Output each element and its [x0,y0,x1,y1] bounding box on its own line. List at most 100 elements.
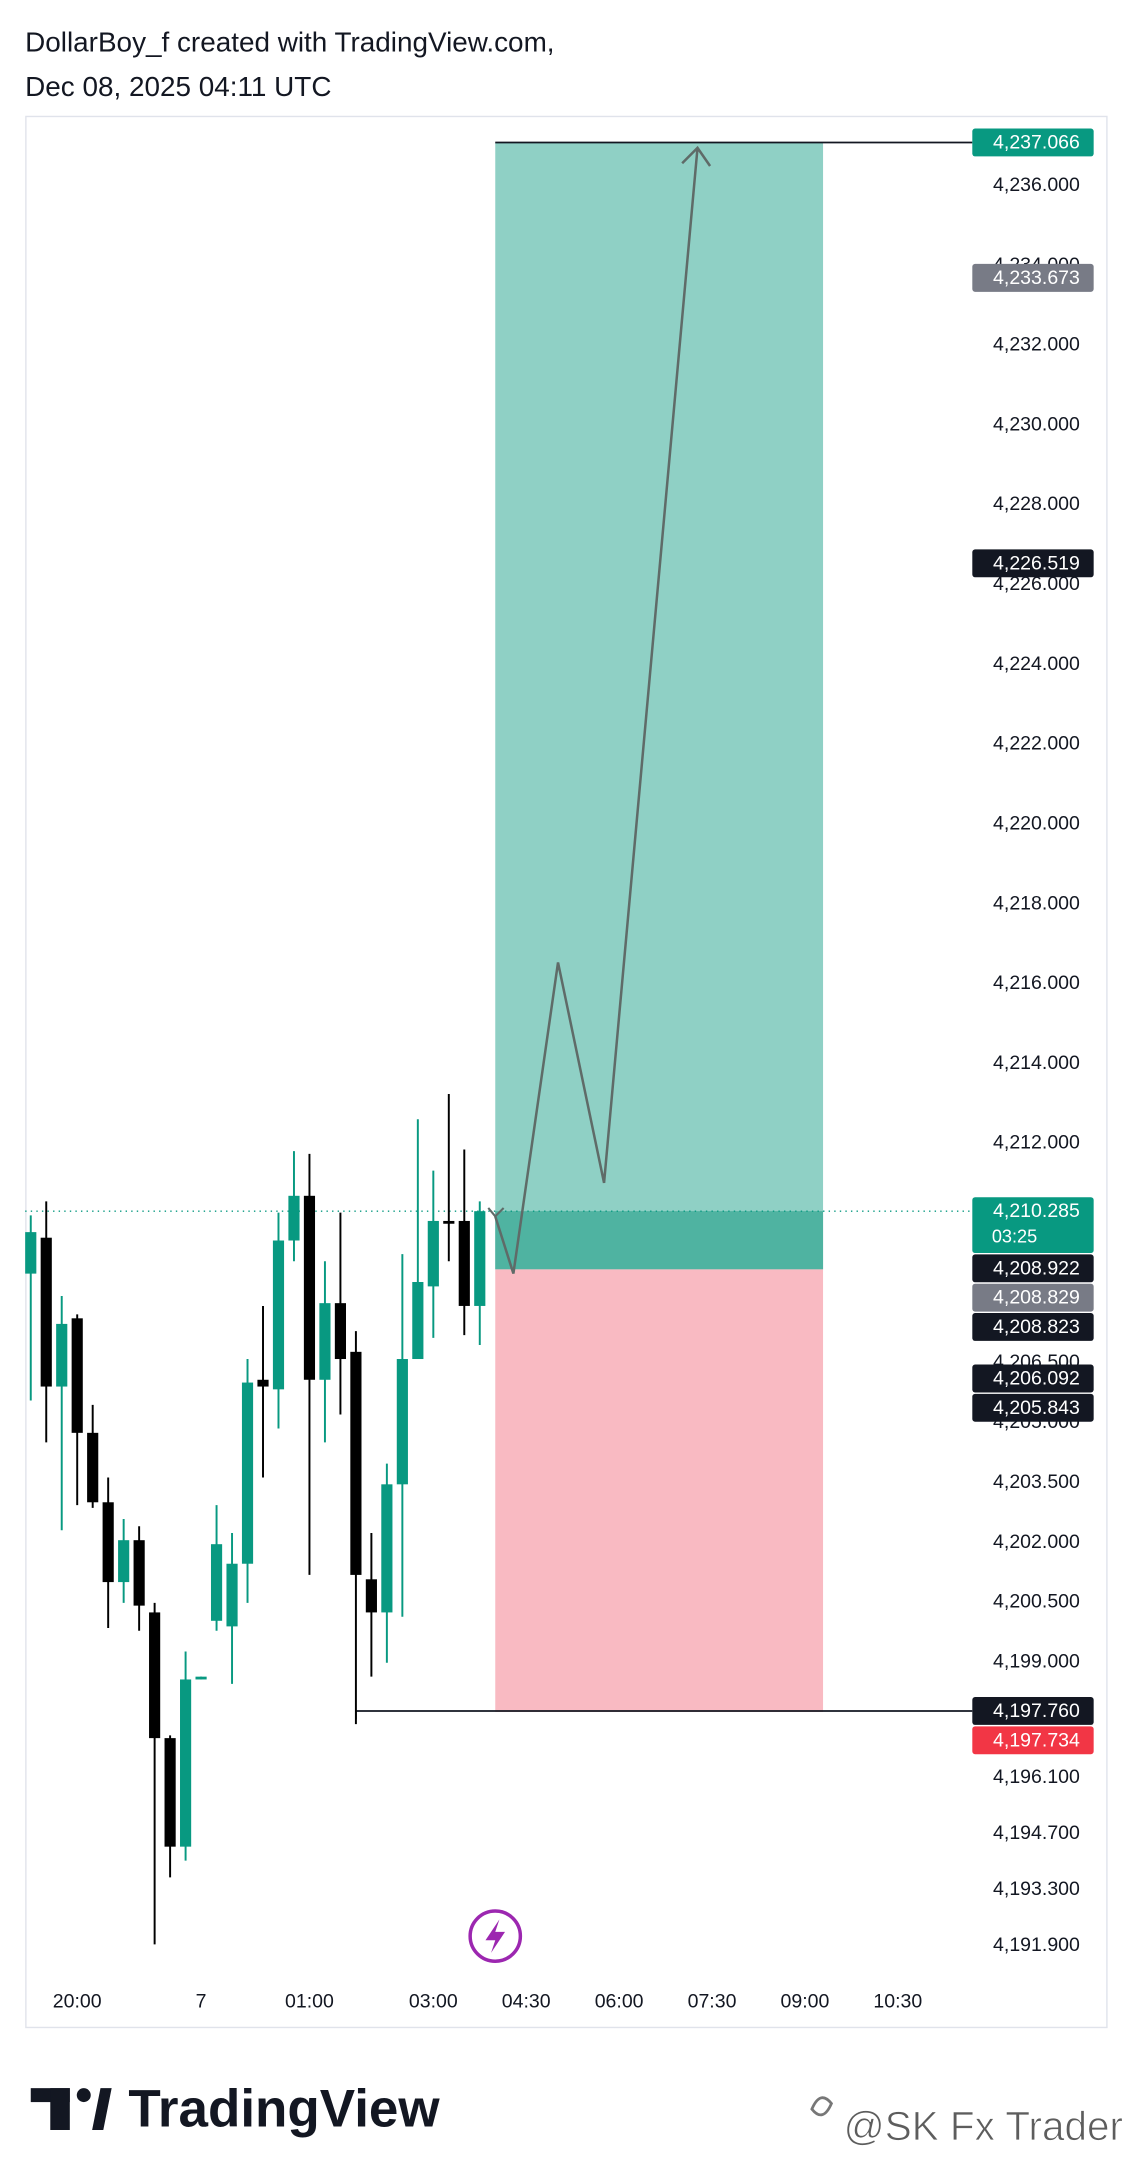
price-label: 4,197.760 [993,1700,1080,1722]
y-tick-label: 4,203.500 [993,1471,1080,1493]
candle-body [164,1738,176,1847]
price-label: 4,233.673 [993,267,1080,289]
y-tick-label: 4,236.000 [993,174,1080,196]
candle-body [87,1432,99,1503]
chart-frame [25,115,1108,2029]
candle-body [334,1303,347,1360]
price-label-box [972,1312,1094,1341]
y-tick-label: 4,226.000 [993,573,1080,595]
y-tick-label: 4,230.000 [993,413,1080,435]
y-tick-label: 4,194.700 [993,1822,1080,1844]
price-label: 4,208.823 [993,1316,1080,1338]
price-label: 4,208.829 [993,1287,1080,1309]
x-tick-label: 01:00 [285,1991,334,2013]
candle-body [443,1220,455,1224]
brand-logo [30,2088,112,2130]
price-label-box [972,1254,1094,1283]
price-label: 4,206.092 [993,1367,1080,1389]
price-label: 4,208.922 [993,1257,1080,1279]
candle-body [272,1240,285,1390]
price-label-box [972,1697,1094,1725]
candle-body [118,1540,130,1583]
loss-zone [495,1269,824,1713]
y-tick-label: 4,212.000 [993,1132,1080,1154]
candle-body [102,1502,114,1583]
y-tick-label: 4,202.000 [993,1531,1080,1553]
candle-body [288,1195,300,1241]
brand-name: TradingView [128,2080,440,2139]
price-label-box [972,1393,1094,1422]
header-author: DollarBoy_f created with TradingView.com… [25,26,554,57]
candle-body [40,1237,52,1387]
y-tick-label: 4,191.900 [993,1934,1080,1956]
x-tick-label: 07:30 [688,1991,737,2013]
watermark-glyph [810,2096,834,2117]
profit-zone [495,142,824,1270]
projection-path [494,147,699,1274]
price-label-box [972,1197,1094,1254]
candle-body [149,1612,161,1739]
y-tick-label: 4,224.000 [993,653,1080,675]
entry-arrowhead [487,1207,505,1218]
x-tick-label: 04:30 [502,1991,551,2013]
candle-body [458,1220,470,1306]
candle-body [226,1563,238,1627]
candle-body [319,1303,331,1380]
y-tick-label: 4,216.000 [993,972,1080,994]
price-label: 4,205.843 [993,1397,1080,1419]
alert-bolt[interactable] [485,1919,506,1953]
price-label-box [972,549,1094,578]
price-label: 4,210.285 [993,1200,1080,1222]
watermark: @SK Fx Trader [844,2103,1123,2149]
candle-body [241,1382,254,1564]
price-label: 4,226.519 [993,552,1080,574]
header-date: Dec 08, 2025 04:11 UTC [25,71,331,102]
x-tick-label: 09:00 [780,1991,829,2013]
bar-countdown: 03:25 [992,1226,1037,1246]
y-tick-label: 4,214.000 [993,1052,1080,1074]
logo-slash [92,2088,112,2130]
candle-body [427,1220,439,1287]
y-tick-label: 4,196.100 [993,1766,1080,1788]
candle-body [133,1540,145,1606]
candle-body [365,1579,377,1613]
logo-dot [76,2088,91,2103]
price-label-box [972,1726,1094,1755]
y-tick-label: 4,218.000 [993,892,1080,914]
candle-body [180,1679,192,1847]
candle-body [381,1484,393,1613]
y-tick-label: 4,232.000 [993,334,1080,356]
price-label-box [972,263,1094,292]
candle-body [350,1351,362,1575]
x-tick-label: 20:00 [53,1991,102,2013]
x-tick-label: 7 [196,1991,207,2013]
y-tick-label: 4,193.300 [993,1878,1080,1900]
candle-body [303,1195,316,1380]
candle-body [474,1211,486,1306]
x-tick-label: 06:00 [595,1991,644,2013]
logo-stem [50,2088,70,2130]
candle-body [257,1379,269,1387]
candle-body [56,1323,68,1387]
y-tick-label: 4,222.000 [993,733,1080,755]
price-axis: 4,237.066 4,233.673 4,226.519 4,210.285 03:2… [972,128,1094,1755]
candle-body [25,1232,37,1274]
y-tick-label: 4,200.500 [993,1591,1080,1613]
projection-arrowhead [681,145,712,167]
price-label-box [972,128,1094,157]
price-label-box [972,1364,1094,1393]
plot-back: 4,236.0004,234.0004,232.0004,230.0004,22… [25,141,1080,2013]
y-tick-label: 4,199.000 [993,1650,1080,1672]
x-tick-label: 10:30 [873,1991,922,2013]
candle-body [210,1544,223,1621]
candle-body [396,1359,408,1485]
price-label-box [972,1283,1094,1312]
open-profit-zone [495,1211,824,1270]
plot-marks [25,145,712,1945]
alert-icon[interactable] [468,1909,523,1963]
price-label: 4,237.066 [993,131,1080,153]
candle-body [412,1282,424,1360]
